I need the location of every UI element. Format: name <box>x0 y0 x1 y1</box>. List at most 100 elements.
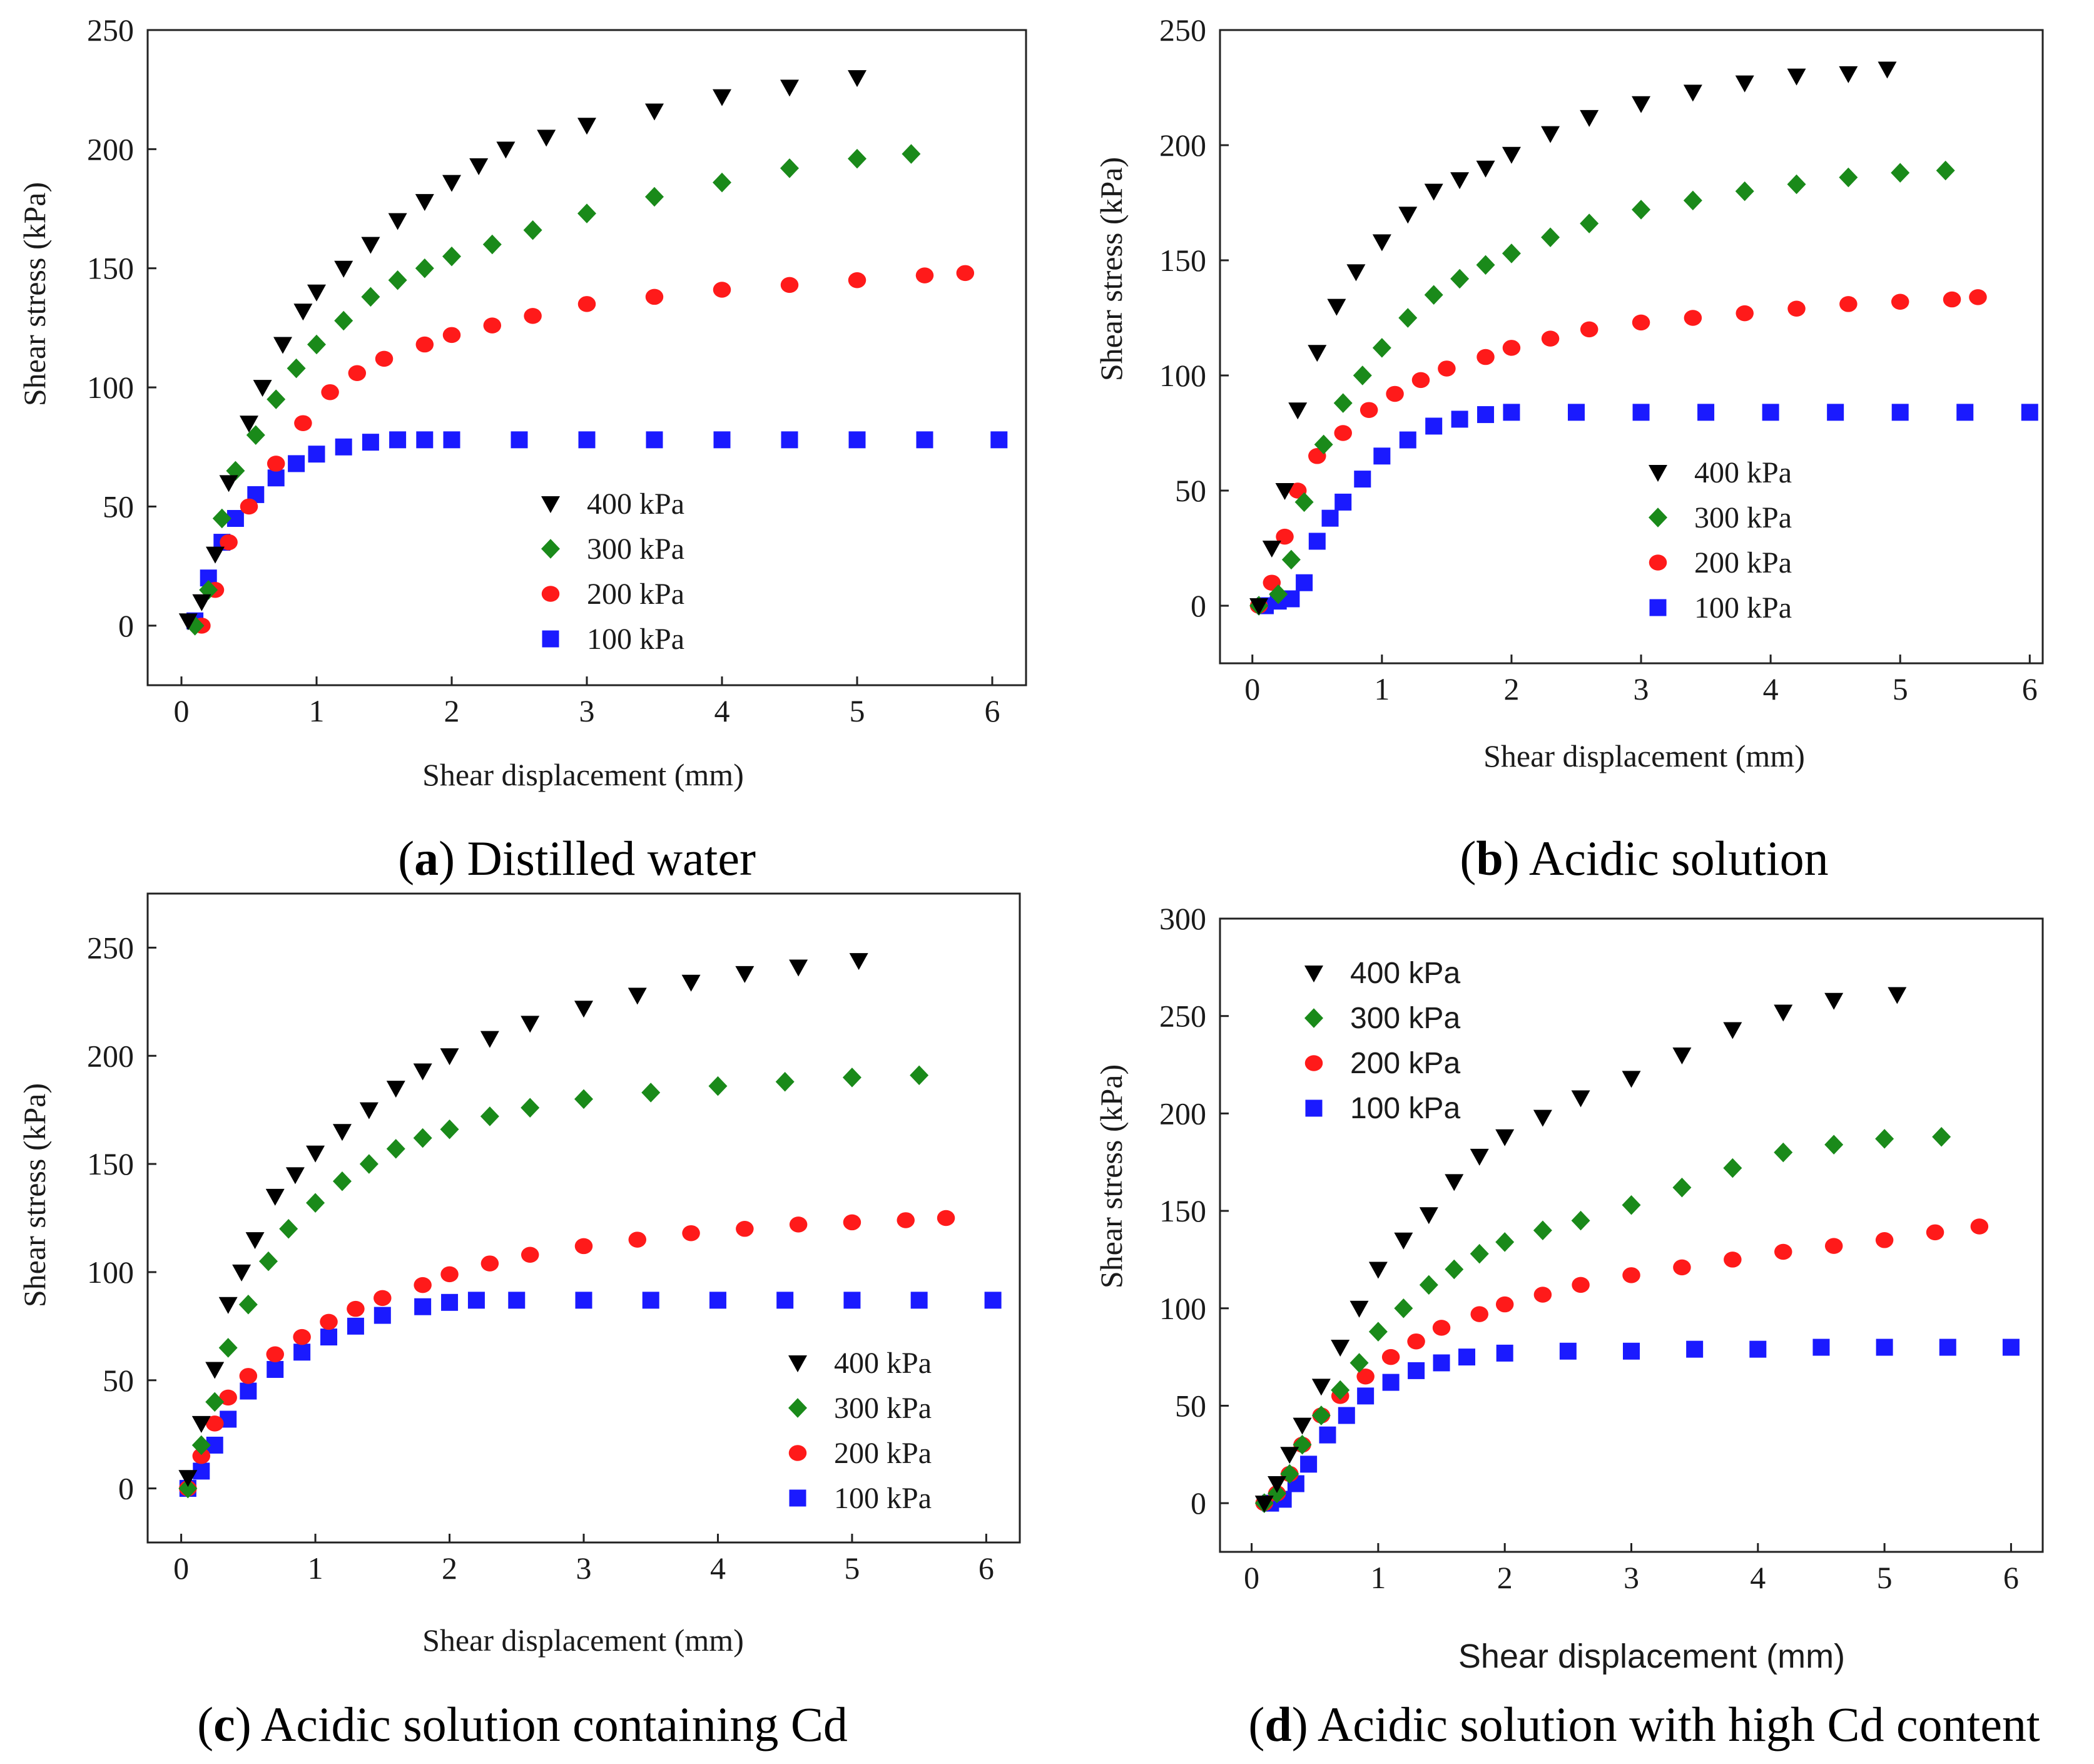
point-a-s2-16 <box>780 277 799 293</box>
point-b-s2-16 <box>1736 305 1754 322</box>
point-c-s0-20 <box>789 959 808 977</box>
legend-label-d-3: 100 kPa <box>1350 1092 1460 1125</box>
point-c-s2-17 <box>736 1221 754 1237</box>
point-b-s0-3 <box>1288 402 1308 420</box>
point-d-s1-13 <box>1533 1220 1552 1240</box>
caption-a-label: a <box>414 831 439 885</box>
point-c-s1-5 <box>259 1251 278 1272</box>
point-b-s3-7 <box>1354 471 1371 488</box>
point-b-s0-2 <box>1275 483 1294 500</box>
point-c-s2-15 <box>628 1231 647 1248</box>
point-d-s3-4 <box>1319 1426 1336 1444</box>
y-tick-label-b-1: 50 <box>1175 473 1206 508</box>
point-c-s2-8 <box>347 1300 365 1317</box>
point-a-s2-10 <box>442 327 461 344</box>
x-tick-label-d-1: 1 <box>1370 1560 1386 1595</box>
panel-a: 0 1 2 3 4 5 6 0 50 100 150 200 250 Shear stress (kPa… <box>17 13 1027 885</box>
y-tick-label-b-4: 200 <box>1159 128 1206 163</box>
point-d-s0-7 <box>1368 1262 1388 1279</box>
point-d-s2-17 <box>1774 1243 1792 1260</box>
point-a-s1-11 <box>415 258 434 278</box>
x-axis-title-a: Shear displacement (mm) <box>422 757 744 792</box>
point-c-s1-0 <box>178 1478 198 1499</box>
point-a-s2-4 <box>267 456 285 472</box>
point-a-s3-5 <box>267 469 285 487</box>
y-tick-label-c-5: 250 <box>87 930 134 965</box>
legend-marker-d-3 <box>1305 1099 1323 1117</box>
point-c-s1-13 <box>480 1106 499 1126</box>
y-tick-label-b-3: 150 <box>1159 243 1206 278</box>
legend-label-c-2: 200 kPa <box>834 1437 932 1470</box>
caption-b-label: b <box>1476 831 1503 885</box>
point-b-s3-21 <box>2021 404 2038 421</box>
x-axis-title-c: Shear displacement (mm) <box>422 1623 744 1658</box>
point-d-s3-9 <box>1433 1354 1450 1372</box>
point-d-s0-14 <box>1571 1090 1590 1108</box>
point-b-s0-18 <box>1787 68 1806 86</box>
legend-marker-a-2 <box>541 586 560 602</box>
series-b-300-kpa <box>1249 160 1955 616</box>
legend-label-d-1: 300 kPa <box>1350 1002 1460 1035</box>
point-b-s1-10 <box>1450 268 1470 289</box>
point-c-s3-8 <box>347 1317 364 1335</box>
legend-marker-c-2 <box>788 1445 807 1461</box>
point-b-s0-6 <box>1346 264 1366 282</box>
point-a-s3-20 <box>990 431 1008 449</box>
point-d-s1-7 <box>1368 1322 1388 1342</box>
point-b-s1-21 <box>1936 160 1955 181</box>
legend-marker-a-0 <box>541 496 560 513</box>
point-c-s2-14 <box>574 1238 593 1255</box>
point-a-s0-20 <box>780 79 799 97</box>
point-d-s2-10 <box>1470 1306 1488 1322</box>
point-c-s0-16 <box>574 1001 593 1018</box>
x-tick-label-b-0: 0 <box>1244 671 1260 706</box>
point-c-s0-17 <box>628 987 647 1005</box>
legend-b: 400 kPa 300 kPa 200 kPa 100 kPa <box>1649 456 1792 625</box>
point-d-s1-21 <box>1932 1127 1951 1147</box>
caption-a: (a) Distilled water <box>398 831 756 885</box>
y-tick-label-c-0: 0 <box>118 1471 134 1506</box>
plot-area-c: 0 1 2 3 4 5 6 0 50 100 150 200 250 <box>87 892 1021 1586</box>
point-b-s3-15 <box>1632 404 1650 421</box>
point-d-s0-10 <box>1445 1174 1464 1191</box>
point-a-s1-8 <box>334 310 353 331</box>
point-c-s0-11 <box>386 1081 405 1098</box>
point-b-s1-15 <box>1632 200 1651 220</box>
caption-d-text: Acidic solution with high Cd content <box>1318 1697 2040 1751</box>
point-c-s2-19 <box>843 1214 861 1231</box>
point-c-s0-15 <box>521 1016 540 1033</box>
point-c-s1-19 <box>842 1068 861 1088</box>
plot-frame-d <box>1219 917 2044 1553</box>
point-d-s0-3 <box>1293 1417 1312 1435</box>
legend-label-a-0: 400 kPa <box>587 487 684 521</box>
point-d-s3-17 <box>1876 1338 1893 1356</box>
point-a-s3-8 <box>335 438 352 456</box>
point-a-s3-6 <box>288 455 305 472</box>
point-b-s0-0 <box>1249 598 1269 615</box>
y-tick-label-d-4: 200 <box>1159 1096 1206 1131</box>
y-tick-label-b-2: 100 <box>1159 358 1206 393</box>
legend-marker-b-1 <box>1649 507 1667 528</box>
point-b-s3-12 <box>1477 406 1495 424</box>
point-c-s0-9 <box>332 1124 352 1141</box>
caption-b: (b) Acidic solution <box>1460 831 1828 885</box>
point-d-s2-14 <box>1622 1267 1640 1283</box>
point-b-s1-2 <box>1281 549 1301 570</box>
point-d-s1-18 <box>1774 1142 1793 1163</box>
point-c-s1-15 <box>574 1089 593 1109</box>
x-tick-label-b-5: 5 <box>1893 671 1908 706</box>
point-c-s3-19 <box>910 1292 928 1309</box>
plot-frame-b <box>1219 29 2044 665</box>
point-a-s2-18 <box>915 267 934 283</box>
point-b-s0-17 <box>1735 75 1754 93</box>
point-b-s0-14 <box>1580 110 1599 127</box>
legend-label-b-1: 300 kPa <box>1694 501 1792 534</box>
point-a-s3-17 <box>781 431 798 449</box>
point-b-s1-20 <box>1891 163 1910 183</box>
legend-marker-a-1 <box>541 539 560 559</box>
point-d-s3-3 <box>1300 1456 1318 1473</box>
x-tick-label-a-3: 3 <box>579 693 595 728</box>
point-b-s0-15 <box>1632 96 1651 113</box>
point-d-s2-6 <box>1356 1369 1375 1385</box>
legend-c: 400 kPa 300 kPa 200 kPa 100 kPa <box>788 1347 932 1515</box>
